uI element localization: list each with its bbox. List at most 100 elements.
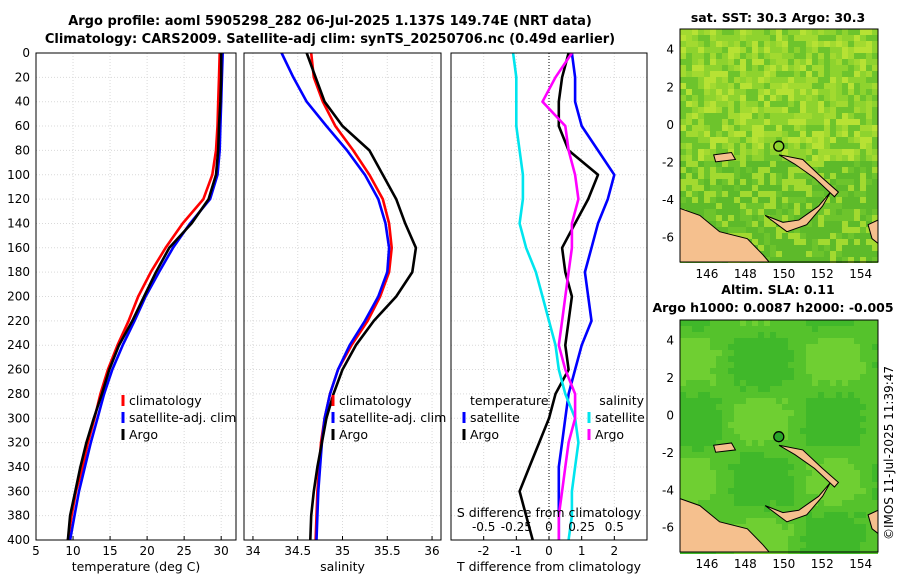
map-pixel bbox=[782, 89, 788, 95]
map-pixel bbox=[788, 137, 794, 143]
map-pixel bbox=[734, 368, 740, 374]
map-pixel bbox=[728, 41, 734, 47]
map-pixel bbox=[758, 245, 764, 251]
map-pixel bbox=[854, 404, 860, 410]
x-tick-label: 34 bbox=[245, 544, 260, 558]
map-pixel bbox=[806, 137, 812, 143]
map-pixel bbox=[782, 410, 788, 416]
map-pixel bbox=[686, 350, 692, 356]
map-pixel bbox=[824, 356, 830, 362]
map-pixel bbox=[860, 500, 866, 506]
map-pixel bbox=[872, 392, 878, 398]
map-pixel bbox=[740, 119, 746, 125]
map-pixel bbox=[740, 137, 746, 143]
map-pixel bbox=[806, 350, 812, 356]
map-pixel bbox=[782, 95, 788, 101]
map-pixel bbox=[836, 245, 842, 251]
map-pixel bbox=[860, 404, 866, 410]
map-pixel bbox=[740, 398, 746, 404]
map-pixel bbox=[800, 53, 806, 59]
map-pixel bbox=[836, 35, 842, 41]
map-pixel bbox=[698, 326, 704, 332]
map-pixel bbox=[740, 131, 746, 137]
map-pixel bbox=[866, 197, 872, 203]
map-pixel bbox=[872, 257, 878, 263]
map-pixel bbox=[818, 113, 824, 119]
map-pixel bbox=[716, 191, 722, 197]
map-pixel bbox=[740, 386, 746, 392]
map-pixel bbox=[812, 167, 818, 173]
map-pixel bbox=[698, 350, 704, 356]
map-pixel bbox=[842, 53, 848, 59]
map-pixel bbox=[824, 227, 830, 233]
map-pixel bbox=[740, 518, 746, 524]
map-pixel bbox=[842, 416, 848, 422]
map-pixel bbox=[812, 101, 818, 107]
map-pixel bbox=[746, 506, 752, 512]
map-pixel bbox=[716, 470, 722, 476]
map-pixel bbox=[812, 440, 818, 446]
map-pixel bbox=[770, 203, 776, 209]
y-tick-label: 100 bbox=[7, 168, 30, 182]
map-pixel bbox=[836, 392, 842, 398]
map-pixel bbox=[776, 362, 782, 368]
map-pixel bbox=[776, 452, 782, 458]
map-pixel bbox=[872, 29, 878, 35]
map-pixel bbox=[806, 386, 812, 392]
map-pixel bbox=[746, 380, 752, 386]
map-pixel bbox=[758, 500, 764, 506]
map-pixel bbox=[734, 119, 740, 125]
map-pixel bbox=[764, 251, 770, 257]
map-pixel bbox=[770, 404, 776, 410]
map-pixel bbox=[758, 338, 764, 344]
map-pixel bbox=[818, 482, 824, 488]
map-pixel bbox=[692, 71, 698, 77]
map-pixel bbox=[866, 113, 872, 119]
map-pixel bbox=[764, 374, 770, 380]
s-tick-label: 0.25 bbox=[568, 520, 595, 534]
map-pixel bbox=[830, 233, 836, 239]
map-pixel bbox=[728, 143, 734, 149]
map-pixel bbox=[824, 155, 830, 161]
map-pixel bbox=[806, 209, 812, 215]
map-pixel bbox=[794, 107, 800, 113]
map-pixel bbox=[788, 410, 794, 416]
map-pixel bbox=[752, 71, 758, 77]
map-pixel bbox=[836, 482, 842, 488]
map-pixel bbox=[824, 518, 830, 524]
map-pixel bbox=[716, 338, 722, 344]
map-pixel bbox=[698, 137, 704, 143]
map-pixel bbox=[740, 422, 746, 428]
map-pixel bbox=[824, 368, 830, 374]
map-pixel bbox=[722, 494, 728, 500]
map-pixel bbox=[716, 404, 722, 410]
map-pixel bbox=[710, 101, 716, 107]
map-pixel bbox=[794, 338, 800, 344]
map-pixel bbox=[752, 137, 758, 143]
map-pixel bbox=[722, 470, 728, 476]
map-pixel bbox=[764, 332, 770, 338]
map-pixel bbox=[782, 71, 788, 77]
map-pixel bbox=[758, 386, 764, 392]
map-pixel bbox=[710, 350, 716, 356]
map-pixel bbox=[830, 380, 836, 386]
map-pixel bbox=[788, 83, 794, 89]
map-pixel bbox=[842, 41, 848, 47]
map-pixel bbox=[806, 470, 812, 476]
map-pixel bbox=[704, 53, 710, 59]
map-pixel bbox=[698, 332, 704, 338]
map-pixel bbox=[854, 65, 860, 71]
map-pixel bbox=[830, 179, 836, 185]
map-pixel bbox=[758, 155, 764, 161]
map-pixel bbox=[848, 506, 854, 512]
map-pixel bbox=[764, 215, 770, 221]
s-tick-label: 0.5 bbox=[605, 520, 624, 534]
map-pixel bbox=[710, 149, 716, 155]
map-pixel bbox=[734, 344, 740, 350]
map-pixel bbox=[806, 368, 812, 374]
map-pixel bbox=[836, 434, 842, 440]
map-pixel bbox=[758, 488, 764, 494]
map-pixel bbox=[842, 71, 848, 77]
map-pixel bbox=[854, 476, 860, 482]
y-tick-label: 220 bbox=[7, 314, 30, 328]
